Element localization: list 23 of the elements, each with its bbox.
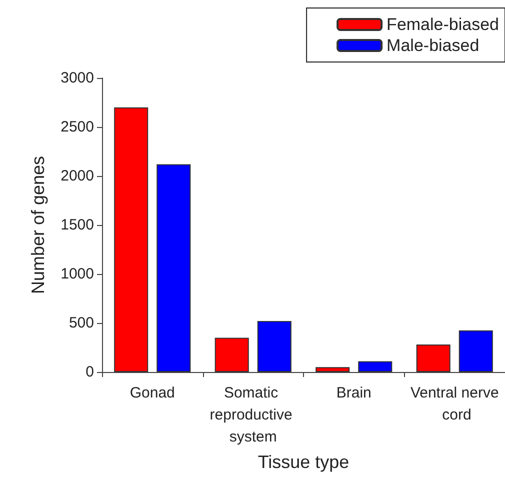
y-tick-label: 1500 xyxy=(60,216,94,234)
y-axis-title: Number of genes xyxy=(28,156,48,294)
legend-label: Male-biased xyxy=(386,36,480,55)
y-tick-label: 0 xyxy=(86,364,94,380)
bar xyxy=(358,361,392,372)
y-tick-label: 3000 xyxy=(60,70,94,86)
bar xyxy=(257,321,292,372)
x-tick-label: Somatic reproductive system xyxy=(210,384,296,446)
bar xyxy=(458,330,493,372)
x-tick-label: Ventral nerve cord xyxy=(410,384,499,424)
bar xyxy=(156,164,191,372)
y-tick-label: 1000 xyxy=(60,266,94,282)
y-tick-label: 2500 xyxy=(60,118,94,136)
bar xyxy=(416,344,450,372)
bar xyxy=(214,338,249,372)
x-axis-title: Tissue type xyxy=(258,452,350,472)
y-tick-label: 500 xyxy=(68,314,94,332)
x-tick-label: Brain xyxy=(336,384,372,402)
bar xyxy=(316,367,350,372)
y-tick-label: 2000 xyxy=(60,168,94,184)
legend-label: Female-biased xyxy=(386,15,500,34)
bar xyxy=(114,107,148,372)
x-tick-label: Gonad xyxy=(130,384,175,402)
